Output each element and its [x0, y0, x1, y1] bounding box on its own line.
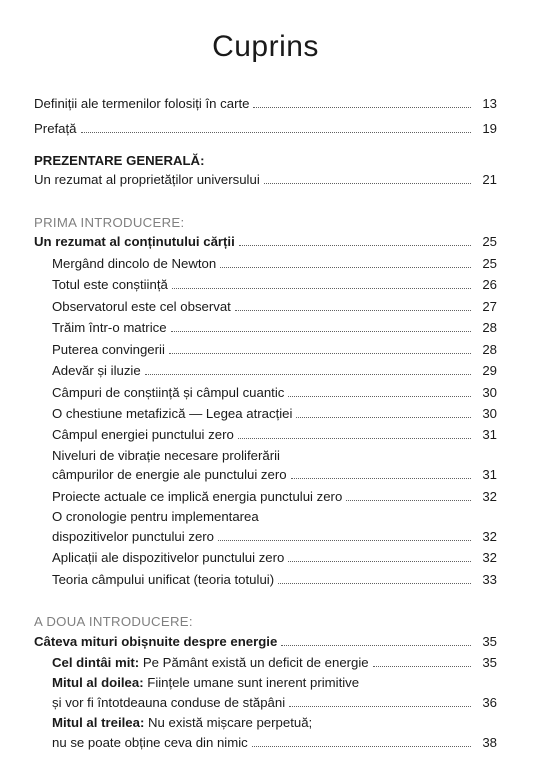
toc-leader	[172, 288, 471, 289]
toc-page: 19	[475, 119, 497, 139]
toc-page: 32	[475, 527, 497, 547]
toc-page: 13	[475, 94, 497, 114]
toc-leader	[291, 478, 471, 479]
toc-entry: O chestiune metafizică — Legea atracției…	[34, 404, 497, 424]
toc-entry: câmpurilor de energie ale punctului zero…	[34, 465, 497, 485]
toc-label: Cel dintâi mit: Pe Pământ există un defi…	[52, 653, 369, 673]
section-heading: PREZENTARE GENERALĂ:	[34, 152, 497, 170]
toc-leader	[239, 245, 471, 246]
toc-page: 31	[475, 465, 497, 485]
toc-label: Mergând dincolo de Newton	[52, 254, 216, 274]
toc-label: Trăim într-o matrice	[52, 318, 167, 338]
toc-leader	[296, 417, 471, 418]
toc-leader	[252, 746, 471, 747]
toc-leader	[264, 183, 471, 184]
section-heading: A DOUA INTRODUCERE:	[34, 613, 497, 631]
toc-label: câmpurilor de energie ale punctului zero	[52, 465, 287, 485]
toc-entry: Cel dintâi mit: Pe Pământ există un defi…	[34, 653, 497, 673]
toc-entry: Un rezumat al proprietăților universului…	[34, 170, 497, 190]
toc-label: nu se poate obține ceva din nimic	[52, 733, 248, 753]
toc-page: 31	[475, 425, 497, 445]
toc-page: 32	[475, 548, 497, 568]
toc-entry: Observatorul este cel observat 27	[34, 297, 497, 317]
toc-label: dispozitivelor punctului zero	[52, 527, 214, 547]
toc-page: 28	[475, 318, 497, 338]
toc-page: 33	[475, 570, 497, 590]
toc-entry: Un rezumat al conținutului cărții 25	[34, 232, 497, 252]
toc-leader	[253, 107, 471, 108]
toc-leader	[373, 666, 471, 667]
toc-entry: Definiții ale termenilor folosiți în car…	[34, 94, 497, 114]
toc-leader	[281, 645, 471, 646]
toc-label: Totul este conștiință	[52, 275, 168, 295]
toc-label: Prefață	[34, 119, 77, 139]
toc-page: 35	[475, 653, 497, 673]
toc-entry: Teoria câmpului unificat (teoria totului…	[34, 570, 497, 590]
toc-label: Câmpuri de conștiință și câmpul cuantic	[52, 383, 284, 403]
toc-label: Aplicații ale dispozitivelor punctului z…	[52, 548, 284, 568]
toc-leader	[218, 540, 471, 541]
toc-leader	[81, 132, 471, 133]
toc-page: 27	[475, 297, 497, 317]
toc-page: 38	[475, 733, 497, 753]
toc-label: și vor fi întotdeauna conduse de stăpâni	[52, 693, 285, 713]
toc-entry: Adevăr și iluzie 29	[34, 361, 497, 381]
toc-entry: Câteva mituri obișnuite despre energie 3…	[34, 632, 497, 652]
section-heading: PRIMA INTRODUCERE:	[34, 214, 497, 232]
toc-entry-cont: Mitul al treilea: Nu există mișcare perp…	[34, 714, 497, 732]
toc-entry-cont: O cronologie pentru implementarea	[34, 508, 497, 526]
toc-entry: nu se poate obține ceva din nimic 38	[34, 733, 497, 753]
toc-label: Un rezumat al proprietăților universului	[34, 170, 260, 190]
toc-entry: și vor fi întotdeauna conduse de stăpâni…	[34, 693, 497, 713]
toc-leader	[289, 706, 471, 707]
toc-entry-cont: Niveluri de vibrație necesare proliferăr…	[34, 447, 497, 465]
toc-label: Proiecte actuale ce implică energia punc…	[52, 487, 342, 507]
toc-leader	[288, 396, 471, 397]
toc-label: Puterea convingerii	[52, 340, 165, 360]
toc-label: Adevăr și iluzie	[52, 361, 141, 381]
toc-leader	[288, 561, 471, 562]
toc-entry: dispozitivelor punctului zero 32	[34, 527, 497, 547]
toc-leader	[171, 331, 471, 332]
toc-entry: Câmpul energiei punctului zero 31	[34, 425, 497, 445]
toc-label: Definiții ale termenilor folosiți în car…	[34, 94, 249, 114]
toc-page: 36	[475, 693, 497, 713]
toc-page: 26	[475, 275, 497, 295]
toc-entry: Totul este conștiință 26	[34, 275, 497, 295]
toc-label: Observatorul este cel observat	[52, 297, 231, 317]
toc-page: 21	[475, 170, 497, 190]
toc-entry: Mergând dincolo de Newton 25	[34, 254, 497, 274]
toc-entry: Puterea convingerii 28	[34, 340, 497, 360]
toc-label: O chestiune metafizică — Legea atracției	[52, 404, 292, 424]
toc-leader	[169, 353, 471, 354]
toc-page: 28	[475, 340, 497, 360]
toc-page: 35	[475, 632, 497, 652]
toc-leader	[238, 438, 471, 439]
toc-entry-cont: Mitul al doilea: Ființele umane sunt ine…	[34, 674, 497, 692]
page-title: Cuprins	[34, 30, 497, 64]
toc-leader	[278, 583, 471, 584]
toc-entry: Aplicații ale dispozitivelor punctului z…	[34, 548, 497, 568]
toc-page: 25	[475, 254, 497, 274]
toc-page: 30	[475, 404, 497, 424]
toc-label: Câmpul energiei punctului zero	[52, 425, 234, 445]
toc-leader	[346, 500, 471, 501]
toc-page: 29	[475, 361, 497, 381]
toc-leader	[220, 267, 471, 268]
toc-label: Un rezumat al conținutului cărții	[34, 232, 235, 252]
toc-leader	[235, 310, 471, 311]
toc-entry: Câmpuri de conștiință și câmpul cuantic …	[34, 383, 497, 403]
toc-leader	[145, 374, 471, 375]
toc-page: 30	[475, 383, 497, 403]
toc-label: Câteva mituri obișnuite despre energie	[34, 632, 277, 652]
toc-page: 25	[475, 232, 497, 252]
toc-page: 32	[475, 487, 497, 507]
toc-entry: Trăim într-o matrice 28	[34, 318, 497, 338]
toc-entry: Proiecte actuale ce implică energia punc…	[34, 487, 497, 507]
toc-entry: Prefață 19	[34, 119, 497, 139]
toc-label: Teoria câmpului unificat (teoria totului…	[52, 570, 274, 590]
